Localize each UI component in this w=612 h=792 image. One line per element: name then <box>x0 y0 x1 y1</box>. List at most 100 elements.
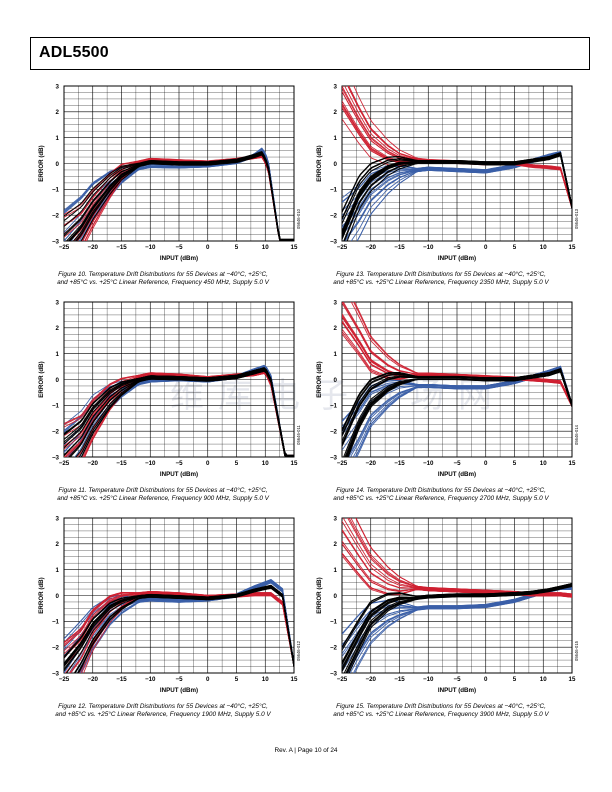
figure-code: 05646-010 <box>296 208 301 229</box>
series-bundle <box>64 150 294 241</box>
x-tick-label: −25 <box>59 676 70 683</box>
x-tick-label: −25 <box>59 244 70 251</box>
series-line <box>342 152 572 219</box>
y-tick-label: 0 <box>334 593 338 600</box>
y-axis-label: ERROR (dB) <box>38 145 45 181</box>
x-tick-label: −20 <box>366 244 377 251</box>
x-tick-label: −5 <box>175 460 183 467</box>
series-bundle <box>64 584 294 673</box>
y-axis-label: ERROR (dB) <box>316 577 323 613</box>
y-tick-label: 0 <box>56 377 60 384</box>
x-tick-label: 5 <box>513 244 517 251</box>
series-bundle <box>342 582 572 673</box>
x-tick-label: 15 <box>569 676 576 683</box>
series-line <box>77 587 294 673</box>
caption-line-1: Figure 11. Temperature Drift Distributio… <box>58 487 268 494</box>
x-tick-label: −20 <box>88 460 99 467</box>
x-tick-label: 15 <box>569 244 576 251</box>
series-line <box>80 370 287 457</box>
x-tick-label: 5 <box>513 460 517 467</box>
figure-code: 05646-014 <box>574 424 579 445</box>
y-tick-label: −2 <box>52 428 60 435</box>
series-line <box>64 367 294 456</box>
x-tick-label: −25 <box>59 460 70 467</box>
series-group <box>64 364 294 457</box>
series-line <box>352 588 572 673</box>
x-tick-label: −5 <box>453 676 461 683</box>
series-group <box>342 302 572 457</box>
x-tick-label: 10 <box>262 460 269 467</box>
x-tick-label: −10 <box>145 460 156 467</box>
y-tick-label: −1 <box>52 187 60 194</box>
figure-code: 05646-011 <box>296 424 301 444</box>
y-tick-label: −2 <box>52 644 60 651</box>
x-tick-label: −5 <box>453 244 461 251</box>
caption-line-1: Figure 15. Temperature Drift Distributio… <box>336 703 546 710</box>
series-bundle <box>342 151 572 241</box>
plot-frame <box>63 85 295 242</box>
y-tick-label: 2 <box>334 109 338 116</box>
caption-line-2: and +85°C vs. +25°C Linear Reference, Fr… <box>333 279 549 286</box>
series-group <box>342 86 572 241</box>
y-tick-label: −1 <box>52 403 60 410</box>
x-tick-label: 10 <box>262 676 269 683</box>
series-line <box>342 302 572 406</box>
x-tick-label: 5 <box>235 676 239 683</box>
x-tick-label: 5 <box>235 460 239 467</box>
y-axis-label: ERROR (dB) <box>316 145 323 181</box>
x-tick-label: 0 <box>484 244 488 251</box>
caption-line-1: Figure 12. Temperature Drift Distributio… <box>58 703 268 710</box>
y-tick-label: −2 <box>330 428 338 435</box>
series-line <box>346 370 572 457</box>
y-tick-label: 2 <box>56 325 60 332</box>
y-tick-label: 0 <box>56 161 60 168</box>
x-tick-label: 15 <box>291 460 298 467</box>
y-tick-label: 0 <box>56 593 60 600</box>
x-tick-label: 15 <box>291 244 298 251</box>
x-tick-label: 10 <box>540 244 547 251</box>
series-line <box>70 592 294 673</box>
y-tick-label: 3 <box>56 83 60 90</box>
x-axis-label: INPUT (dBm) <box>438 255 476 262</box>
caption-line-2: and +85°C vs. +25°C Linear Reference, Fr… <box>55 711 271 718</box>
x-tick-label: 5 <box>513 676 517 683</box>
y-tick-label: −3 <box>330 238 338 245</box>
y-tick-label: −3 <box>330 670 338 677</box>
y-tick-label: 3 <box>56 515 60 522</box>
plot-frame <box>63 301 295 458</box>
plot-frame <box>341 85 573 242</box>
x-tick-label: −15 <box>116 676 127 683</box>
y-tick-label: −1 <box>52 619 60 626</box>
x-tick-label: −5 <box>453 460 461 467</box>
figure-code: 05646-012 <box>296 640 301 661</box>
figure-caption: Figure 11. Temperature Drift Distributio… <box>23 487 303 503</box>
series-line <box>342 584 572 672</box>
y-tick-label: 3 <box>334 83 338 90</box>
caption-line-1: Figure 14. Temperature Drift Distributio… <box>336 487 546 494</box>
y-tick-label: 2 <box>56 109 60 116</box>
series-line <box>64 585 294 665</box>
series-group <box>64 147 294 241</box>
y-tick-label: −3 <box>52 670 60 677</box>
x-tick-label: −20 <box>88 244 99 251</box>
figure-caption: Figure 13. Temperature Drift Distributio… <box>301 271 581 287</box>
x-tick-label: −15 <box>116 460 127 467</box>
caption-line-2: and +85°C vs. +25°C Linear Reference, Fr… <box>333 711 549 718</box>
page-footer: Rev. A | Page 10 of 24 <box>274 747 338 754</box>
series-line <box>75 369 287 457</box>
plot-frame <box>63 517 295 674</box>
y-tick-label: −1 <box>330 187 338 194</box>
x-tick-label: 10 <box>262 244 269 251</box>
y-tick-label: 0 <box>334 377 338 384</box>
x-tick-label: 15 <box>569 460 576 467</box>
series-line <box>345 585 572 673</box>
series-bundle <box>64 367 294 457</box>
x-tick-label: −25 <box>337 460 348 467</box>
x-tick-label: 15 <box>291 676 298 683</box>
y-tick-label: −1 <box>330 403 338 410</box>
